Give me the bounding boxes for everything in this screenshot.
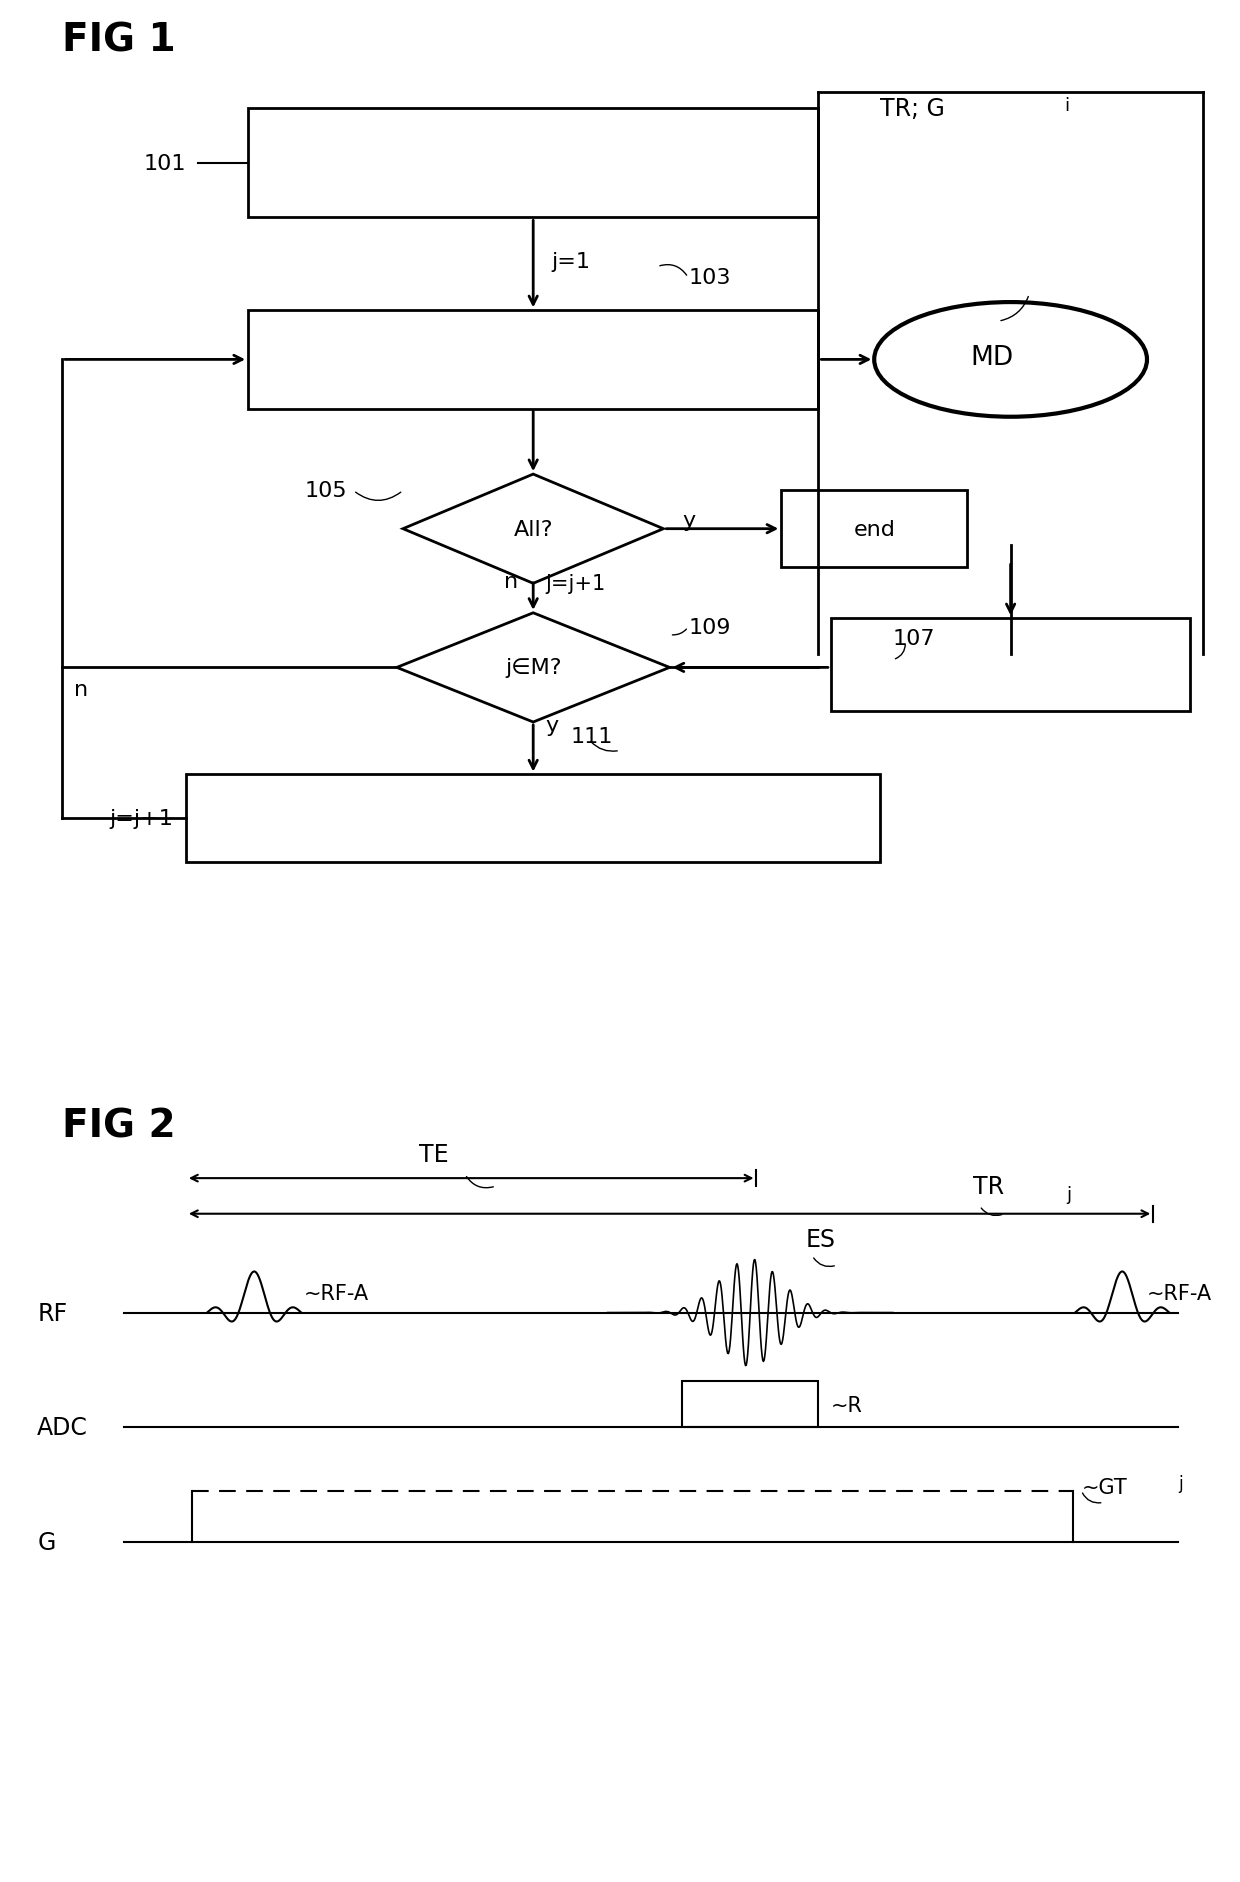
Text: j: j xyxy=(1066,1186,1071,1204)
FancyBboxPatch shape xyxy=(248,109,818,218)
Text: G: G xyxy=(37,1530,56,1555)
Text: ~R: ~R xyxy=(831,1395,863,1415)
FancyBboxPatch shape xyxy=(831,619,1190,711)
Text: All?: All? xyxy=(513,519,553,540)
Text: end: end xyxy=(853,519,895,540)
Text: j=1: j=1 xyxy=(552,252,590,273)
FancyBboxPatch shape xyxy=(682,1381,818,1427)
Text: 103: 103 xyxy=(688,269,730,288)
Text: ADC: ADC xyxy=(37,1415,88,1440)
Text: FIG 2: FIG 2 xyxy=(62,1107,176,1146)
Text: j=j+1: j=j+1 xyxy=(546,574,606,595)
Text: TR; G: TR; G xyxy=(880,98,945,120)
FancyBboxPatch shape xyxy=(186,775,880,862)
Text: TE: TE xyxy=(419,1142,449,1167)
Text: 101: 101 xyxy=(144,154,186,173)
Text: TR: TR xyxy=(973,1174,1004,1199)
Text: y: y xyxy=(682,510,696,531)
Text: j: j xyxy=(1178,1474,1183,1492)
Text: n: n xyxy=(505,572,518,591)
Text: 107: 107 xyxy=(893,629,935,649)
FancyBboxPatch shape xyxy=(781,491,967,568)
Text: ES: ES xyxy=(806,1227,836,1252)
Text: ~RF-A: ~RF-A xyxy=(304,1284,370,1304)
Text: j=j+1: j=j+1 xyxy=(109,809,174,828)
Text: n: n xyxy=(74,679,88,700)
Text: RF: RF xyxy=(37,1300,67,1325)
Text: FIG 1: FIG 1 xyxy=(62,23,176,60)
Text: i: i xyxy=(1064,96,1069,115)
Text: ~RF-A: ~RF-A xyxy=(1147,1284,1213,1304)
Text: 109: 109 xyxy=(688,617,730,638)
Text: 105: 105 xyxy=(305,482,347,501)
Text: 111: 111 xyxy=(570,726,613,747)
FancyBboxPatch shape xyxy=(248,311,818,410)
Polygon shape xyxy=(403,474,663,583)
Ellipse shape xyxy=(874,303,1147,418)
Text: ~GT: ~GT xyxy=(1081,1477,1127,1496)
Polygon shape xyxy=(397,614,670,723)
Text: j∈M?: j∈M? xyxy=(505,659,562,678)
Text: MD: MD xyxy=(971,344,1013,371)
Text: y: y xyxy=(546,715,559,736)
